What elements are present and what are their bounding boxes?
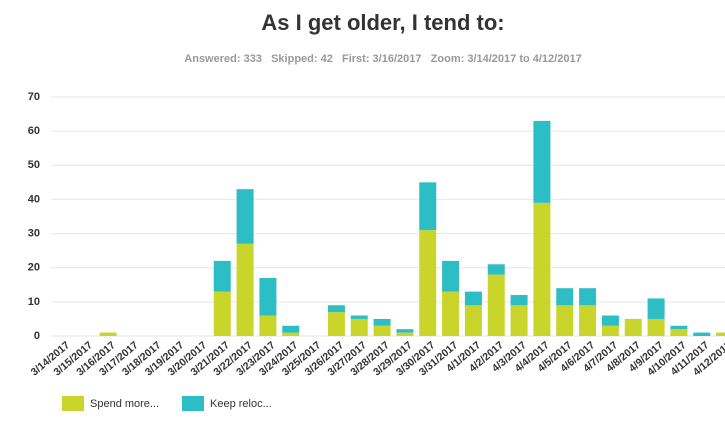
y-tick-label: 40 (28, 193, 40, 205)
legend-swatch (62, 396, 84, 411)
bar-segment (533, 120, 551, 203)
chart-subtitle: Answered: 333 Skipped: 42 First: 3/16/20… (184, 53, 581, 65)
bar-segment (419, 230, 437, 336)
bar-segment (236, 189, 254, 244)
bar-segment (716, 332, 725, 336)
y-tick-label: 70 (28, 91, 40, 103)
bar-segment (510, 295, 528, 306)
bar-segment (647, 318, 665, 336)
bar-segment (442, 291, 460, 336)
bar-segment (259, 277, 277, 316)
bar-segment (442, 260, 460, 292)
bar-segment (236, 243, 254, 336)
bar-segment (533, 202, 551, 336)
bar-segment (350, 318, 368, 336)
bar-segment (601, 325, 619, 336)
bar-segment (624, 318, 642, 336)
bar-segment (556, 305, 574, 336)
y-tick-label: 0 (34, 330, 40, 342)
bar-segment (327, 312, 345, 336)
bar-segment (327, 305, 345, 313)
bar-segment (373, 325, 391, 336)
chart-title: As I get older, I tend to: (261, 10, 504, 35)
bar-segment (282, 325, 300, 333)
bar-segment (99, 332, 117, 336)
bar-segment (487, 274, 505, 336)
bar-segment (464, 305, 482, 336)
bar-segment (670, 325, 688, 330)
bar-segment (487, 264, 505, 275)
bar-segment (670, 329, 688, 336)
bar-segment (213, 291, 231, 336)
y-tick-label: 30 (28, 227, 40, 239)
bar-segment (579, 305, 597, 336)
legend-label: Keep reloc... (210, 398, 272, 410)
bar-segment (556, 288, 574, 306)
bar-segment (419, 182, 437, 231)
bar-segment (579, 288, 597, 306)
legend-label: Spend more... (90, 398, 159, 410)
y-tick-label: 50 (28, 159, 40, 171)
bar-segment (464, 291, 482, 306)
bar-segment (373, 318, 391, 326)
bar-segment (282, 332, 300, 336)
bar-segment (213, 260, 231, 292)
bar-segment (396, 332, 414, 336)
y-tick-label: 10 (28, 296, 40, 308)
y-tick-label: 20 (28, 262, 40, 274)
y-tick-label: 60 (28, 125, 40, 137)
bar-segment (510, 305, 528, 336)
legend-swatch (182, 396, 204, 411)
bar-segment (601, 315, 619, 326)
bar-segment (350, 315, 368, 319)
bar-segment (693, 332, 711, 336)
bar-segment (259, 315, 277, 336)
bar-segment (396, 329, 414, 333)
bar-segment (647, 298, 665, 319)
